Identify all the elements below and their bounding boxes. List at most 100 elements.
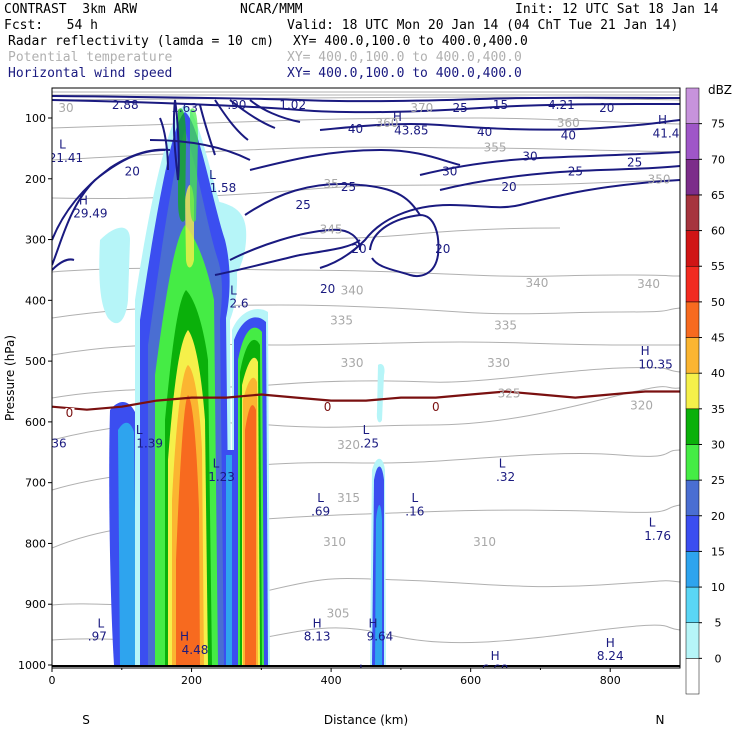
y-tick-label: 200 [25,173,46,186]
cell-gap-cyan [226,455,232,665]
contour-label: H [641,344,650,358]
colorbar-swatch [685,622,700,659]
cell-main-core-a [178,108,186,222]
contour-label: 370 [410,101,433,115]
colorbar-swatch [685,159,700,196]
colorbar-tick-label: 20 [711,510,725,523]
contour-label: 0 [324,400,332,414]
contour-label: L [230,283,237,297]
contour-label: 315 [337,491,360,505]
colorbar-swatch [685,444,700,481]
field-theta-xy: XY= 400.0,100.0 to 400.0,400.0 [287,50,522,65]
wind-20-large [319,179,680,269]
plot-frame [51,87,681,669]
cell-main-45 [176,395,200,665]
contour-label: 320 [337,438,360,452]
wind-swirl-c [214,99,249,141]
contour-label: 1.63 [171,101,198,115]
y-tick-label: 600 [25,416,46,429]
contour-label: L [359,663,366,677]
x-tick-label: 400 [321,674,342,687]
contour-label: 335 [494,319,517,333]
contour-label: 340 [526,276,549,290]
contour-label: 25 [627,156,642,170]
contour-label: 360 [557,116,580,130]
y-axis-label: Pressure (hPa) [3,335,17,421]
colorbar-tick-label: 65 [711,189,725,202]
wind-30-mid [249,148,461,171]
cell-veil-mid [376,364,385,423]
contour-label: 1.39 [136,436,163,450]
colorbar-tick-label: 60 [711,225,725,238]
contour-label: L [649,515,656,529]
contour-label: 40 [348,122,363,136]
theta-345 [299,227,561,239]
label-backdrop [65,408,75,420]
contour-label: 301.8 [307,686,341,700]
colorbar-swatch [685,586,700,623]
contour-label: 20 [125,165,140,179]
contour-label: L [213,456,220,470]
colorbar-tick-label: 75 [711,118,725,131]
wind-40-east [319,119,680,131]
colorbar-tick-label: 30 [711,438,725,451]
cell-east-45 [245,405,256,665]
colorbar-swatch [685,123,700,160]
model-title: CONTRAST 3km ARW [4,2,138,17]
contour-label: 20 [599,101,614,115]
colorbar-tick-label: 10 [711,581,725,594]
wind-25-east [439,165,680,191]
contour-label: 310 [323,535,346,549]
x-axis: 0 200 400 600 800 [49,668,621,687]
cell-narrow-20 [375,505,382,665]
colorbar-tick-label: 50 [711,296,725,309]
wind-jet-core-b [52,95,680,103]
field-wind-name: Horizontal wind speed [8,66,173,81]
contour-label: 320 [630,399,653,413]
contour-label: 30 [522,150,537,164]
contour-label: 25 [453,101,468,115]
colorbar-swatch [685,87,700,124]
contour-label: L [136,423,143,437]
contour-label: H [658,113,667,127]
x-tick-label: 0 [49,674,56,687]
contour-label: .69 [311,504,330,518]
wind-jet-core [52,99,680,114]
contour-label: 20 [501,180,516,194]
contour-label: 330 [341,356,364,370]
contour-label: L [412,491,419,505]
contour-label: 2.6 [229,297,248,311]
x-tick-label: 800 [600,674,621,687]
colorbar-tick-label: 25 [711,474,725,487]
colorbar: 0 5 10 15 20 25 30 35 40 45 50 55 60 65 70 75 [685,87,725,695]
cell-veil-left [99,227,130,324]
colorbar-swatch [685,551,700,588]
wind-swirl-a [172,99,180,181]
contour-label: .32 [496,470,515,484]
colorbar-tick-label: 0 [715,652,722,665]
wind-25-upper [244,183,421,216]
y-tick-label: 400 [25,294,46,307]
contour-label: .16 [405,504,424,518]
wind-swirl-d [229,99,276,129]
contour-label: 6.68 [482,663,509,677]
label-backdrop [431,401,441,413]
contour-label: 300.3 [527,686,561,700]
colorbar-swatch [685,658,700,695]
x-tick-label: 200 [181,674,202,687]
valid-time: Valid: 18 UTC Mon 20 Jan 14 (04 ChT Tue … [287,18,679,33]
contour-label: .15 [489,98,508,112]
colorbar-tick-label: 35 [711,403,725,416]
colorbar-swatch [685,372,700,410]
contour-label: H [79,193,88,207]
contour-label: .90 [227,98,246,112]
contour-label: L [59,137,66,151]
colorbar-tick-label: 55 [711,260,725,273]
contour-labels: 30 2.88 1.63.90 1.02 370 25.15 4.21 20L21.41H43… [52,98,679,700]
x-tick-label: 600 [460,674,481,687]
contour-label: 4.48 [182,643,209,657]
contour-label: 29.49 [73,207,107,221]
field-wind-xy: XY= 400.0,100.0 to 400.0,400.0 [287,66,522,81]
colorbar-swatch [685,301,700,338]
